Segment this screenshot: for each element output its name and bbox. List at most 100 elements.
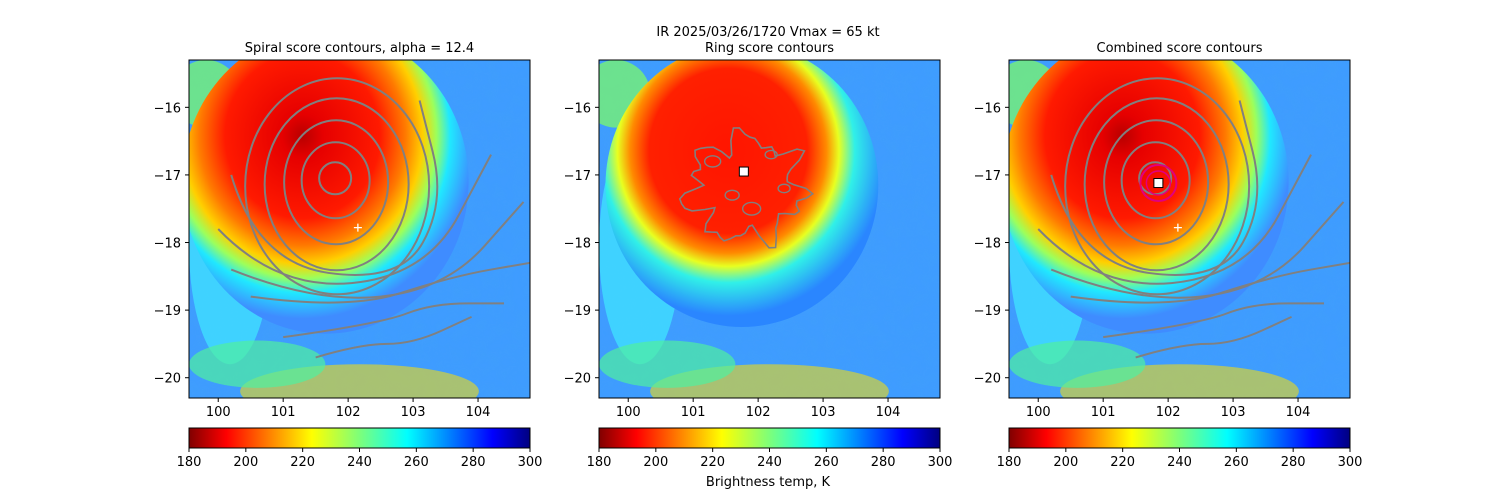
y-tick-label: −20 — [564, 372, 591, 387]
spiral-contour — [1050, 100, 1259, 276]
center-square-marker — [1153, 178, 1164, 189]
panel-title: Spiral score contours, alpha = 12.4 — [245, 41, 474, 56]
colorbar-tick-label: 200 — [643, 455, 668, 470]
closed-contour — [1064, 77, 1251, 296]
spiral-center-marker — [1173, 223, 1182, 232]
axes-frame — [188, 59, 531, 399]
closed-contour — [300, 141, 371, 220]
colorbar-gradient — [188, 427, 531, 449]
y-tick-label: −16 — [154, 101, 181, 116]
x-tick-label: 101 — [681, 405, 706, 420]
x-tick-label: 104 — [1286, 405, 1311, 420]
closed-contour — [263, 97, 410, 272]
closed-contour — [244, 77, 431, 296]
spiral-contour — [1070, 261, 1350, 304]
y-tick-label: −18 — [154, 237, 181, 252]
colorbar-tick-label: 240 — [757, 455, 782, 470]
y-tick-label: −20 — [974, 372, 1001, 387]
colorbar-tick-label: 240 — [347, 455, 372, 470]
colorbar-tick-label: 200 — [1053, 455, 1078, 470]
x-tick-label: 101 — [271, 405, 296, 420]
colorbar-tick-label: 300 — [1338, 455, 1363, 470]
spiral-contour — [1050, 201, 1345, 299]
y-tick-label: −17 — [974, 169, 1001, 184]
axes-frame — [598, 59, 941, 399]
colorbar-gradient — [1008, 427, 1351, 449]
colorbar-tick-label: 200 — [233, 455, 258, 470]
x-tick-label: 103 — [401, 405, 426, 420]
x-tick-label: 102 — [336, 405, 361, 420]
colorbar-tick-label: 260 — [404, 455, 429, 470]
panel-2: Ring score contours 100 101 102 103 104 −16 −17… — [564, 41, 941, 420]
panel-1: Spiral score contours, alpha = 12.4 100 10… — [154, 41, 531, 420]
colorbar-label: Brightness temp, K — [706, 475, 831, 490]
score-contours — [678, 127, 815, 249]
panel-title: Ring score contours — [705, 41, 834, 56]
max-score-ring — [1139, 164, 1178, 203]
y-tick-label: −18 — [564, 237, 591, 252]
closed-contour — [318, 161, 353, 196]
spiral-contour — [217, 154, 492, 285]
colorbar-tick-label: 180 — [997, 455, 1022, 470]
panel-3: Combined score contours 100 101 102 103 104 −1… — [974, 41, 1351, 420]
closed-contour — [1120, 141, 1191, 220]
y-tick-label: −16 — [974, 101, 1001, 116]
x-tick-label: 103 — [811, 405, 836, 420]
colorbar-gradient — [598, 427, 941, 449]
ring-contour-blob — [724, 189, 740, 201]
x-tick-label: 101 — [1091, 405, 1116, 420]
colorbar-tick-label: 300 — [518, 455, 543, 470]
y-tick-label: −18 — [974, 237, 1001, 252]
colorbar-tick-label: 260 — [814, 455, 839, 470]
colorbar-tick-label: 220 — [290, 455, 315, 470]
figure-suptitle: IR 2025/03/26/1720 Vmax = 65 kt — [656, 25, 879, 40]
spiral-contour — [1037, 154, 1312, 285]
x-tick-label: 100 — [616, 405, 641, 420]
x-tick-label: 104 — [876, 405, 901, 420]
spiral-contour — [250, 261, 530, 304]
x-tick-label: 104 — [466, 405, 491, 420]
score-contours — [1037, 77, 1350, 359]
colorbar-tick-label: 280 — [461, 455, 486, 470]
colorbar-3: 180 200 220 240 260 280 300 — [997, 427, 1363, 470]
y-tick-label: −20 — [154, 372, 181, 387]
x-tick-label: 100 — [206, 405, 231, 420]
y-tick-label: −16 — [564, 101, 591, 116]
x-tick-label: 102 — [1156, 405, 1181, 420]
y-tick-label: −17 — [154, 169, 181, 184]
spiral-contour — [1135, 315, 1292, 359]
x-tick-label: 102 — [746, 405, 771, 420]
y-tick-label: −19 — [154, 304, 181, 319]
colorbar-1: 180 200 220 240 260 280 300 — [177, 427, 543, 470]
spiral-contour — [283, 302, 505, 339]
y-tick-label: −19 — [564, 304, 591, 319]
colorbar-tick-label: 180 — [177, 455, 202, 470]
y-tick-label: −17 — [564, 169, 591, 184]
closed-contour — [1083, 97, 1230, 272]
colorbar-tick-label: 280 — [871, 455, 896, 470]
y-tick-label: −19 — [974, 304, 1001, 319]
ring-contour-blob — [777, 183, 791, 194]
brightness-temp-image — [189, 60, 530, 398]
panel-title: Combined score contours — [1097, 41, 1263, 56]
ring-contour-blob — [764, 149, 778, 160]
ring-contour-blob — [703, 155, 722, 168]
spiral-contour — [230, 201, 525, 299]
colorbar-tick-label: 240 — [1167, 455, 1192, 470]
spiral-contour — [1103, 302, 1325, 339]
x-tick-label: 103 — [1221, 405, 1246, 420]
spiral-center-marker — [353, 223, 362, 232]
spiral-contour — [230, 100, 439, 276]
max-score-ring-inner — [1145, 170, 1172, 196]
colorbar-tick-label: 280 — [1281, 455, 1306, 470]
colorbar-tick-label: 220 — [700, 455, 725, 470]
colorbar-tick-label: 300 — [928, 455, 953, 470]
center-square-marker — [738, 166, 749, 177]
axes-frame — [1008, 59, 1351, 399]
x-tick-label: 100 — [1026, 405, 1051, 420]
closed-contour — [283, 119, 390, 246]
ring-contour-blob — [741, 201, 762, 216]
colorbar-tick-label: 220 — [1110, 455, 1135, 470]
brightness-temp-image — [599, 60, 940, 398]
